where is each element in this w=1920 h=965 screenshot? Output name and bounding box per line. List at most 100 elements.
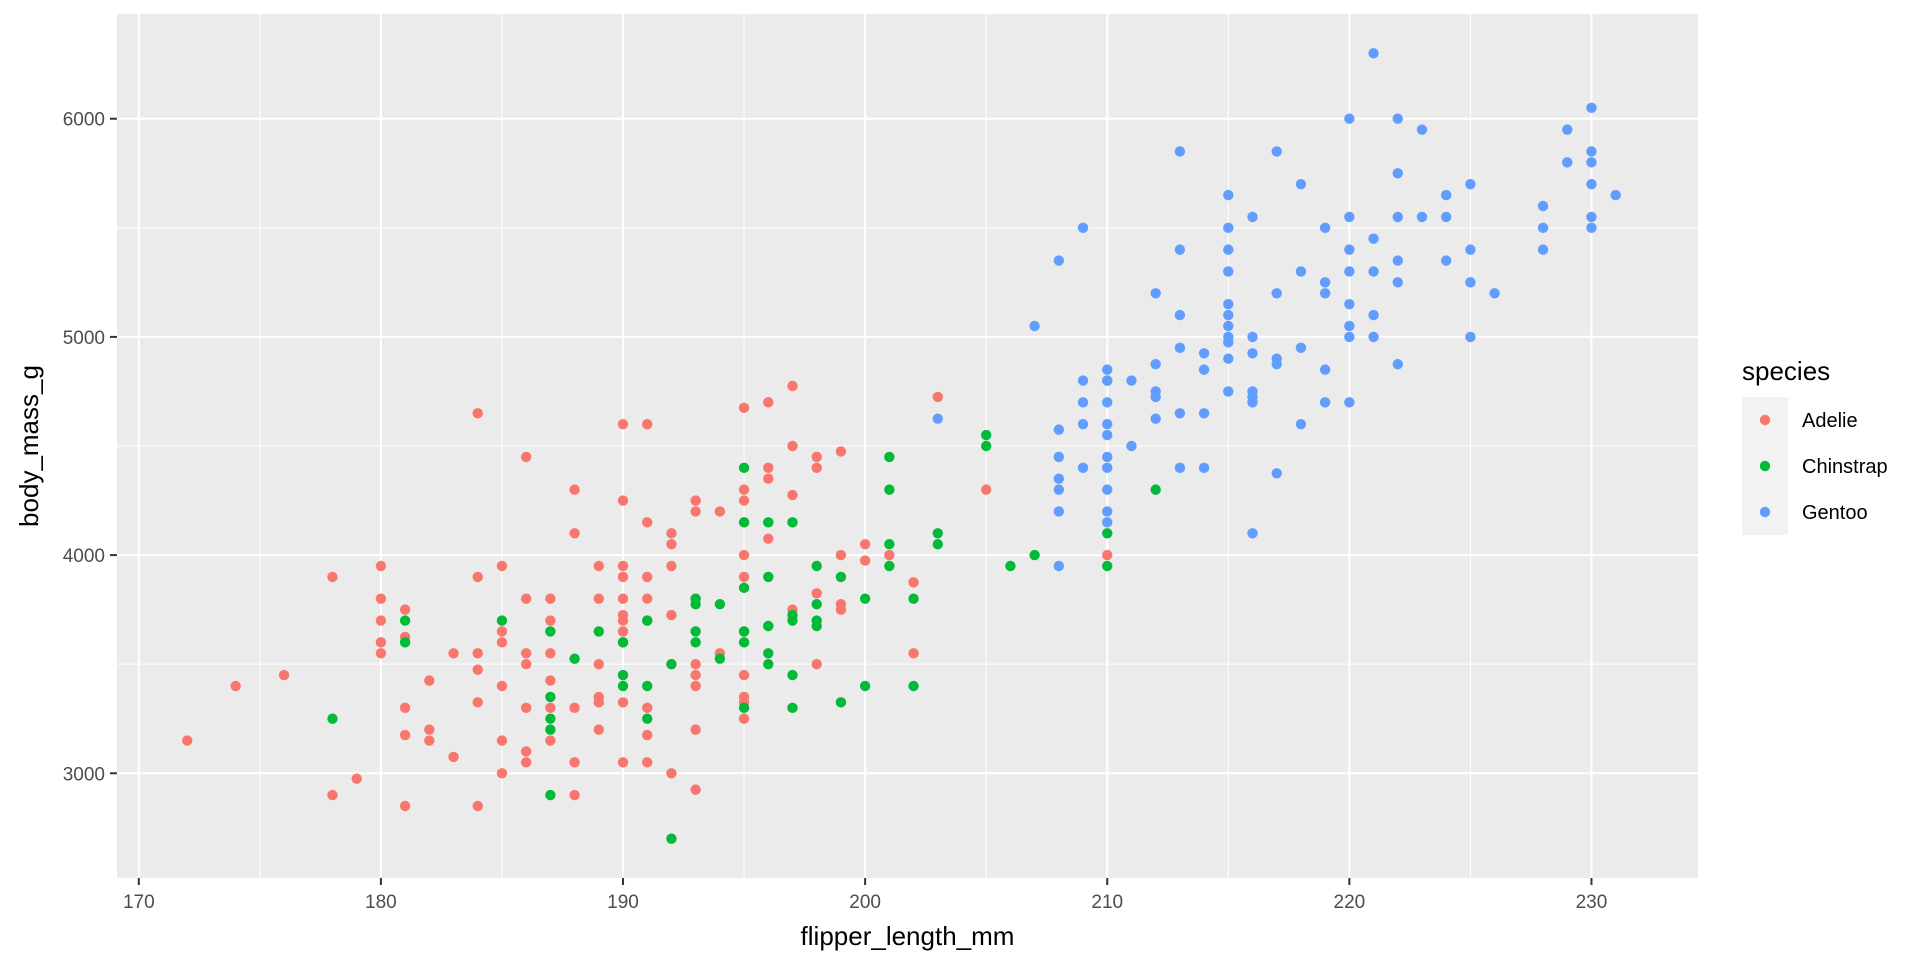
- data-point-gentoo: [1077, 375, 1089, 386]
- data-point-adelie: [617, 697, 629, 708]
- data-point-gentoo: [1344, 397, 1355, 408]
- legend-title: species: [1742, 356, 1830, 386]
- data-point-chinstrap: [787, 669, 798, 681]
- data-point-gentoo: [1586, 222, 1597, 234]
- data-point-adelie: [787, 440, 798, 452]
- data-point-adelie: [327, 571, 338, 583]
- data-point-chinstrap: [980, 429, 992, 441]
- data-point-adelie: [690, 495, 701, 506]
- data-point-gentoo: [1223, 298, 1234, 310]
- data-point-adelie: [738, 495, 750, 506]
- data-point-gentoo: [932, 413, 943, 424]
- data-point-adelie: [278, 669, 290, 681]
- data-point-gentoo: [1368, 233, 1379, 244]
- data-point-adelie: [642, 757, 653, 768]
- data-point-adelie: [545, 593, 556, 604]
- data-point-gentoo: [1102, 375, 1113, 386]
- data-point-gentoo: [1029, 320, 1040, 332]
- data-point-gentoo: [1441, 211, 1452, 223]
- data-point-chinstrap: [545, 626, 556, 637]
- data-point-adelie: [738, 713, 750, 724]
- data-point-gentoo: [1416, 211, 1428, 223]
- data-point-chinstrap: [545, 789, 556, 801]
- data-point-chinstrap: [980, 440, 992, 452]
- data-point-gentoo: [1392, 255, 1403, 266]
- data-point-gentoo: [1102, 429, 1113, 441]
- x-tick-label: 230: [1576, 892, 1608, 913]
- data-point-gentoo: [1465, 178, 1476, 190]
- data-point-adelie: [375, 560, 387, 572]
- data-point-gentoo: [1223, 353, 1234, 364]
- data-point-adelie: [738, 402, 750, 414]
- data-point-adelie: [472, 664, 483, 675]
- data-point-gentoo: [1537, 244, 1549, 255]
- data-point-gentoo: [1465, 331, 1476, 343]
- grid-major: [117, 14, 1698, 878]
- data-point-chinstrap: [738, 582, 750, 594]
- data-point-gentoo: [1102, 397, 1113, 408]
- data-point-adelie: [642, 729, 653, 741]
- data-point-adelie: [666, 528, 677, 539]
- y-tick-label: 6000: [63, 110, 105, 131]
- data-point-adelie: [666, 609, 677, 621]
- data-point-adelie: [811, 462, 822, 474]
- data-point-gentoo: [1247, 397, 1258, 408]
- data-point-adelie: [617, 571, 629, 583]
- data-point-adelie: [666, 538, 677, 550]
- data-point-adelie: [593, 697, 605, 708]
- data-point-adelie: [520, 746, 532, 757]
- data-point-chinstrap: [617, 669, 629, 681]
- data-point-adelie: [496, 680, 508, 692]
- data-point-gentoo: [1247, 528, 1258, 539]
- data-point-gentoo: [1053, 451, 1065, 463]
- data-point-gentoo: [1344, 298, 1355, 310]
- data-point-adelie: [520, 702, 532, 714]
- data-point-adelie: [617, 757, 629, 768]
- data-point-adelie: [835, 549, 847, 561]
- data-point-gentoo: [1150, 391, 1161, 403]
- data-point-adelie: [714, 506, 726, 517]
- data-point-chinstrap: [642, 680, 653, 692]
- data-point-adelie: [520, 648, 532, 659]
- data-point-adelie: [690, 669, 701, 681]
- data-point-gentoo: [1441, 189, 1452, 201]
- data-point-adelie: [859, 555, 871, 566]
- data-point-adelie: [399, 800, 411, 812]
- data-point-gentoo: [1368, 266, 1379, 277]
- data-point-adelie: [569, 789, 580, 801]
- data-point-chinstrap: [1150, 484, 1161, 495]
- data-point-gentoo: [1344, 244, 1355, 255]
- y-axis: 3000 4000 5000 6000: [63, 110, 117, 785]
- data-point-gentoo: [1150, 288, 1161, 299]
- data-point-chinstrap: [496, 615, 508, 626]
- data-point-gentoo: [1295, 266, 1307, 277]
- data-point-adelie: [811, 588, 822, 599]
- data-point-adelie: [545, 615, 556, 626]
- data-point-adelie: [666, 768, 677, 779]
- data-point-adelie: [496, 560, 508, 572]
- legend-label-chinstrap: Chinstrap: [1802, 456, 1888, 478]
- data-point-gentoo: [1102, 451, 1113, 463]
- data-point-adelie: [545, 675, 556, 686]
- data-point-chinstrap: [1029, 549, 1040, 561]
- data-point-gentoo: [1586, 157, 1597, 168]
- data-point-chinstrap: [738, 702, 750, 714]
- data-point-gentoo: [1053, 506, 1065, 517]
- data-point-gentoo: [1586, 102, 1597, 114]
- data-point-adelie: [690, 724, 701, 735]
- data-point-adelie: [932, 391, 943, 403]
- legend: species Adelie Chinstrap Gentoo: [1742, 356, 1888, 535]
- data-point-chinstrap: [908, 680, 919, 692]
- data-point-gentoo: [1368, 309, 1379, 321]
- data-point-gentoo: [1174, 462, 1186, 474]
- data-point-chinstrap: [666, 658, 677, 670]
- data-point-adelie: [593, 658, 605, 670]
- data-point-gentoo: [1150, 358, 1161, 370]
- data-point-gentoo: [1053, 560, 1065, 572]
- data-point-chinstrap: [738, 626, 750, 637]
- data-point-chinstrap: [666, 833, 677, 844]
- data-point-gentoo: [1102, 506, 1113, 517]
- x-axis: 170 180 190 200 210 220 230: [123, 878, 1607, 913]
- x-tick-label: 200: [849, 892, 881, 913]
- data-point-gentoo: [1102, 462, 1113, 474]
